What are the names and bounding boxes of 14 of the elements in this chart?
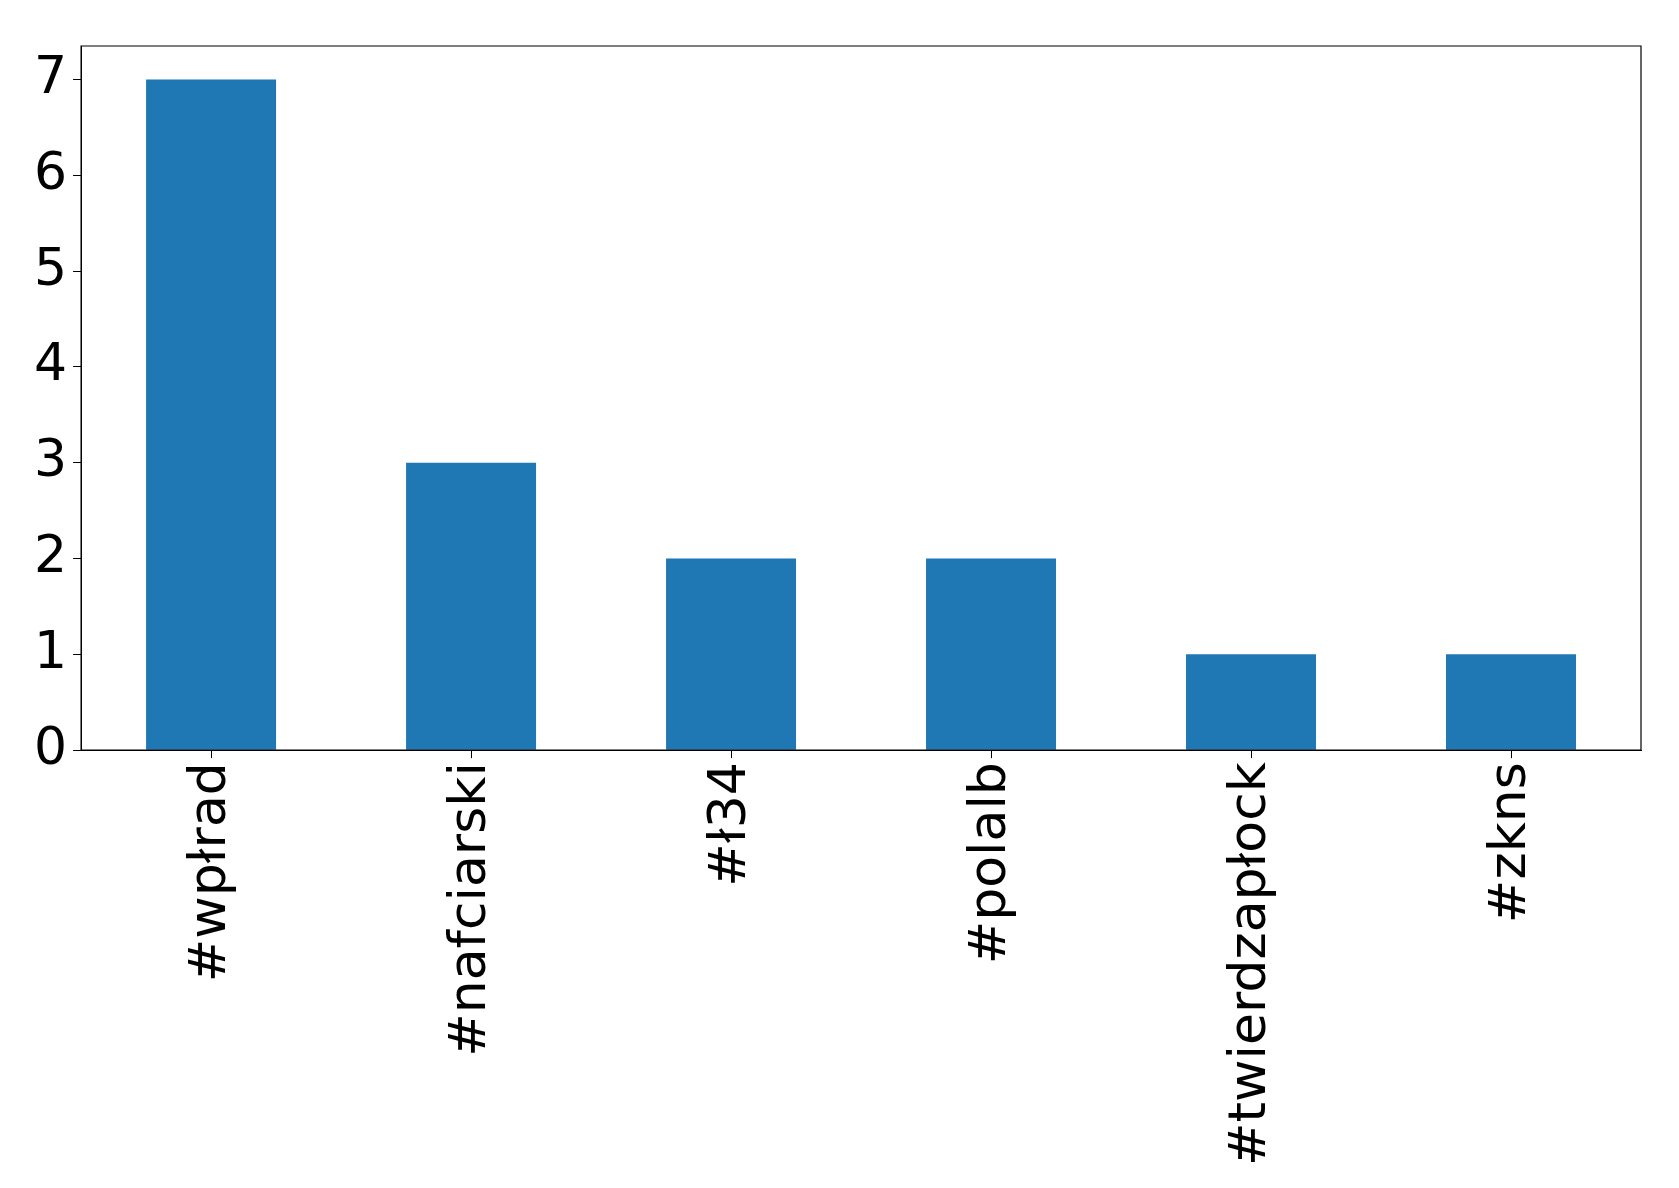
x-tick-label: #wpłrad bbox=[176, 762, 237, 983]
y-tick-label: 2 bbox=[33, 524, 68, 585]
x-tick-label: #ł34 bbox=[696, 762, 757, 887]
x-tick-label: #zkns bbox=[1476, 762, 1537, 924]
y-tick-label: 0 bbox=[33, 715, 68, 776]
y-tick-label: 4 bbox=[33, 332, 68, 393]
x-tick-label: #twierdzapłock bbox=[1216, 762, 1277, 1167]
y-tick-label: 1 bbox=[33, 619, 68, 680]
x-tick-label: #polalb bbox=[956, 762, 1017, 965]
y-tick-label: 6 bbox=[33, 140, 68, 201]
y-tick-label: 5 bbox=[33, 236, 68, 297]
y-tick-label: 3 bbox=[33, 428, 68, 489]
y-tick-label: 7 bbox=[33, 45, 68, 106]
x-tick-label: #nafciarski bbox=[436, 762, 497, 1057]
